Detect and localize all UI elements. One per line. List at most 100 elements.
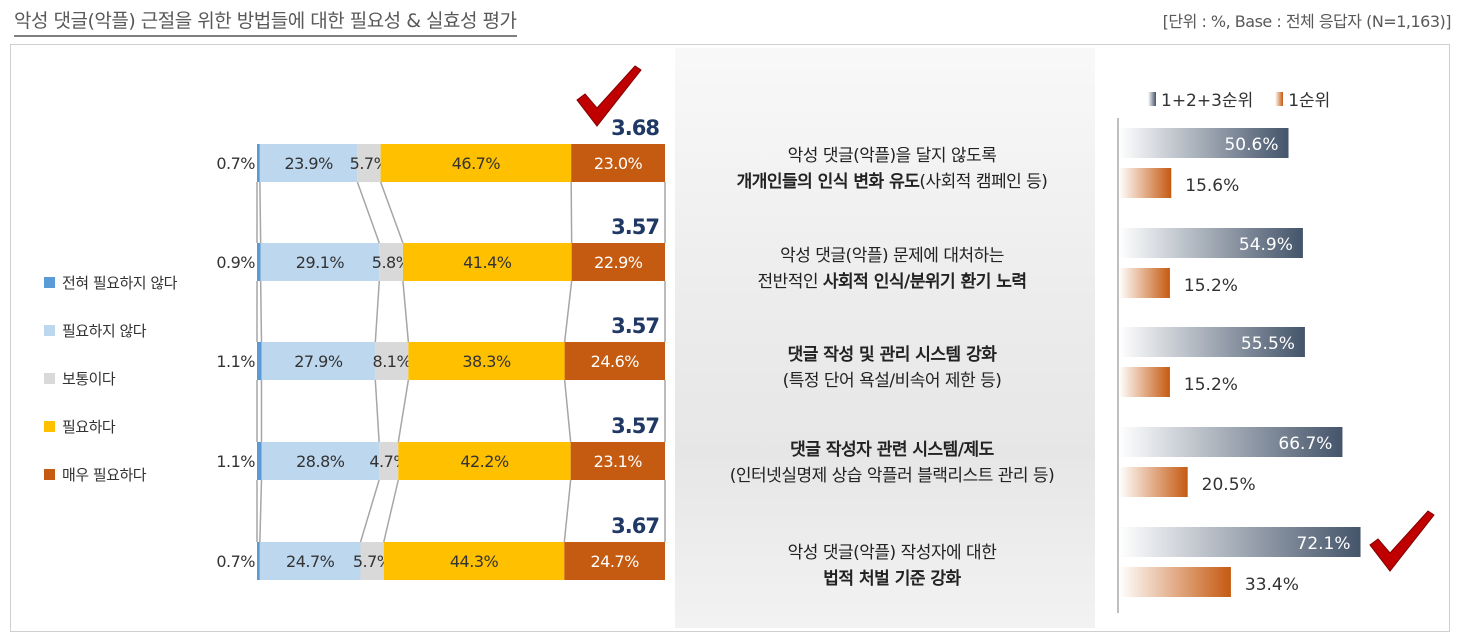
connector-line <box>259 181 262 244</box>
data-label: 1.1% <box>216 352 255 371</box>
connector-line <box>397 379 410 443</box>
data-label: 42.2% <box>460 452 509 471</box>
bar-segment <box>402 243 572 281</box>
data-label: 15.2% <box>1184 375 1238 395</box>
bar-segment <box>570 442 665 480</box>
legend-item-rank123: 1+2+3순위 <box>1148 86 1253 111</box>
item-line: 전반적인 사회적 인식/분위기 환기 노력 <box>682 269 1102 295</box>
connector-line <box>259 280 263 343</box>
item-line: 악성 댓글(악플) 문제에 대처하는 <box>780 246 1004 266</box>
item-label-1: 악성 댓글(악플)을 달지 않도록 개개인들의 인식 변화 유도(사회적 캠페인… <box>682 143 1102 195</box>
data-label: 66.7% <box>1278 434 1332 454</box>
legend-item-needed: 필요하다 <box>44 402 177 450</box>
bar-segment <box>357 144 381 182</box>
data-label: 38.3% <box>462 352 511 371</box>
connector-line <box>359 479 380 543</box>
legend-item-neutral: 보통이다 <box>44 354 177 402</box>
item-label-2: 악성 댓글(악플) 문제에 대처하는 전반적인 사회적 인식/분위기 환기 노력 <box>682 243 1102 295</box>
item-bold-text: 댓글 작성자 관련 시스템/제도 <box>790 440 994 460</box>
item-bold-text: 댓글 작성 및 관리 시스템 강화 <box>787 345 997 365</box>
data-label: 22.9% <box>594 253 643 272</box>
connector-line <box>570 181 573 244</box>
bar-rank1 <box>1119 268 1170 298</box>
data-label: 0.7% <box>216 552 255 571</box>
connector-line <box>563 280 573 343</box>
axis-line <box>1117 118 1119 613</box>
bar-segment <box>379 442 399 480</box>
connector-line <box>356 181 380 244</box>
data-label: 29.1% <box>296 253 345 272</box>
legend-swatch <box>1148 91 1156 106</box>
bar-rank123 <box>1119 228 1303 258</box>
item-label-3: 댓글 작성 및 관리 시스템 강화 (특정 단어 욕설/비속어 제한 등) <box>682 342 1102 394</box>
item-label-4: 댓글 작성자 관련 시스템/제도 (인터넷실명제 상습 악플러 블랙리스트 관리… <box>682 437 1102 489</box>
bar-rank123 <box>1119 527 1361 557</box>
bar-segment <box>259 144 358 182</box>
legend-item-not-at-all: 전혀 필요하지 않다 <box>44 258 177 306</box>
check-icon <box>576 65 642 127</box>
item-text: 전반적인 <box>757 272 823 292</box>
item-line: 개개인들의 인식 변화 유도(사회적 캠페인 등) <box>682 169 1102 195</box>
data-label: 5.7% <box>353 552 392 571</box>
legend-swatch <box>44 468 55 480</box>
data-label: 24.6% <box>591 352 640 371</box>
legend-swatch <box>44 420 55 432</box>
likert-legend: 전혀 필요하지 않다 필요하지 않다 보통이다 필요하다 매우 필요하다 <box>44 258 177 498</box>
score-label: 3.57 <box>611 314 659 338</box>
score-label: 3.57 <box>611 414 659 438</box>
bar-segment <box>571 144 665 182</box>
legend-label: 매우 필요하다 <box>62 465 147 484</box>
data-label: 46.7% <box>452 154 501 173</box>
bar-rank1 <box>1119 168 1172 198</box>
data-label: 20.5% <box>1202 475 1256 495</box>
item-line: 악성 댓글(악플)을 달지 않도록 <box>787 146 997 166</box>
bar-segment <box>257 542 260 580</box>
bar-segment <box>260 243 380 281</box>
bar-segment <box>564 542 665 580</box>
bar-segment <box>257 442 262 480</box>
bar-rank1 <box>1119 367 1170 397</box>
connector-line <box>563 479 572 543</box>
data-label: 5.8% <box>372 253 411 272</box>
bar-rank1 <box>1119 467 1188 497</box>
data-label: 24.7% <box>286 552 335 571</box>
data-label: 8.1% <box>373 352 412 371</box>
legend-item-very-needed: 매우 필요하다 <box>44 450 177 498</box>
unit-note: [단위 : %, Base : 전체 응답자 (N=1,163)] <box>1162 12 1452 31</box>
check-icon <box>1369 510 1435 572</box>
score-label: 3.67 <box>611 514 659 538</box>
data-label: 44.3% <box>450 552 499 571</box>
item-line: (특정 단어 욕설/비속어 제한 등) <box>782 371 1002 391</box>
data-label: 1.1% <box>216 452 255 471</box>
bar-segment <box>408 342 565 380</box>
legend-label: 필요하다 <box>62 417 116 436</box>
bar-segment <box>257 342 262 380</box>
data-label: 23.0% <box>594 154 643 173</box>
connector-line <box>374 280 381 343</box>
data-label: 55.5% <box>1241 334 1295 354</box>
rank-legend: 1+2+3순위 1순위 <box>1148 86 1352 111</box>
bar-rank123 <box>1119 427 1343 457</box>
item-line: 악성 댓글(악플) 작성자에 대한 <box>787 543 997 563</box>
data-label: 72.1% <box>1297 534 1351 554</box>
connector-line <box>374 379 380 443</box>
data-label: 33.4% <box>1245 575 1299 595</box>
legend-swatch <box>44 324 55 336</box>
data-label: 23.1% <box>594 452 643 471</box>
item-bold-text: 사회적 인식/분위기 환기 노력 <box>822 272 1027 292</box>
bar-segment <box>257 144 260 182</box>
data-label: 0.7% <box>216 154 255 173</box>
legend-item-rank1: 1순위 <box>1275 86 1330 111</box>
data-label: 15.2% <box>1184 276 1238 296</box>
data-label: 15.6% <box>1185 176 1239 196</box>
connector-line <box>402 280 410 343</box>
connector-line <box>383 479 400 543</box>
item-bold-text: 개개인들의 인식 변화 유도 <box>736 172 920 192</box>
item-text: (사회적 캠페인 등) <box>919 172 1048 192</box>
data-label: 24.7% <box>590 552 639 571</box>
bar-segment <box>571 243 665 281</box>
data-label: 28.8% <box>296 452 345 471</box>
bar-segment <box>564 342 665 380</box>
